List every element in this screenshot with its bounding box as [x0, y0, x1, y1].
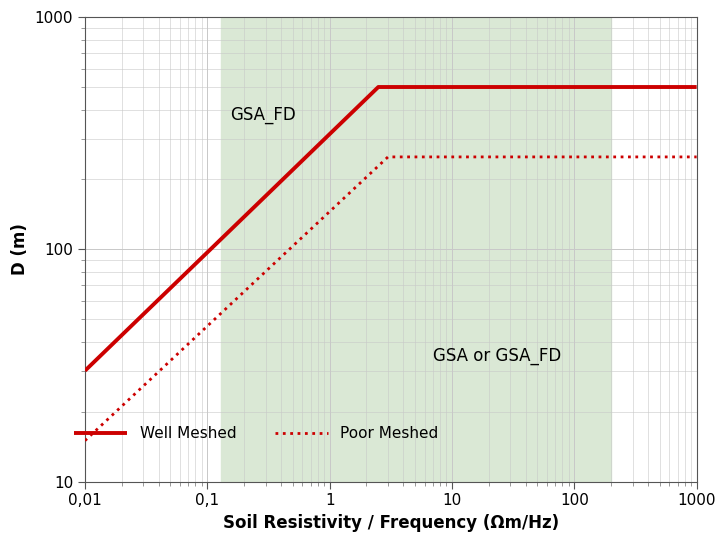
X-axis label: Soil Resistivity / Frequency (Ωm/Hz): Soil Resistivity / Frequency (Ωm/Hz) [222, 514, 559, 532]
Text: GSA_FD: GSA_FD [230, 106, 297, 124]
Well Meshed [374, 84, 382, 90]
Poor Meshed [384, 154, 393, 160]
Line: Poor Meshed: Poor Meshed [85, 157, 696, 440]
Bar [221, 17, 611, 482]
Line: Well Meshed: Well Meshed [85, 87, 696, 371]
Well Meshed [81, 368, 89, 374]
Well Meshed [692, 84, 701, 90]
Y-axis label: D (m): D (m) [11, 223, 29, 275]
Text: GSA or GSA_FD: GSA or GSA_FD [433, 348, 561, 365]
Poor Meshed [81, 437, 89, 444]
Poor Meshed [692, 154, 701, 160]
Legend: Well Meshed, Poor Meshed: Well Meshed, Poor Meshed [74, 426, 438, 441]
